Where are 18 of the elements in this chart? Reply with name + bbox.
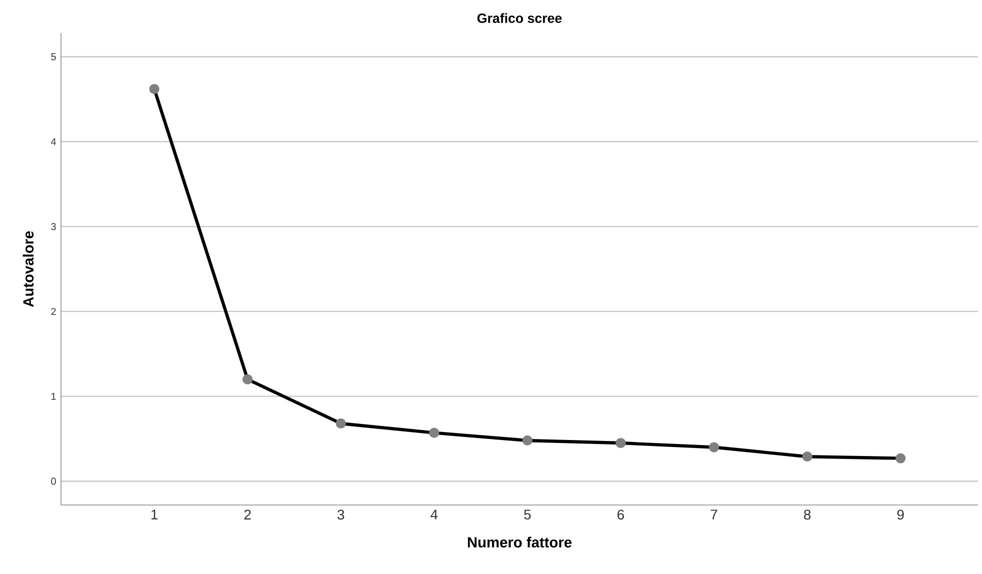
x-tick-label: 1 <box>151 510 158 520</box>
x-tick-label: 8 <box>804 510 811 520</box>
y-tick-label: 5 <box>51 53 56 60</box>
x-tick-label: 5 <box>524 510 531 520</box>
x-tick-label: 9 <box>897 510 904 520</box>
y-tick-label: 2 <box>51 308 56 315</box>
x-axis-title: Numero fattore <box>468 536 572 548</box>
chart-title: Grafico scree <box>477 13 562 23</box>
y-tick-label: 4 <box>50 138 56 146</box>
y-tick-label: 1 <box>51 392 56 400</box>
x-tick-label: 7 <box>710 510 718 520</box>
x-tick-label: 3 <box>337 510 344 520</box>
x-tick-label: 6 <box>618 510 624 520</box>
y-axis-title: Autovalore <box>22 231 34 307</box>
y-tick-label: 0 <box>51 478 56 485</box>
y-tick-label: 3 <box>51 223 56 230</box>
x-tick-label: 4 <box>430 510 438 520</box>
x-tick-label: 2 <box>244 510 251 520</box>
